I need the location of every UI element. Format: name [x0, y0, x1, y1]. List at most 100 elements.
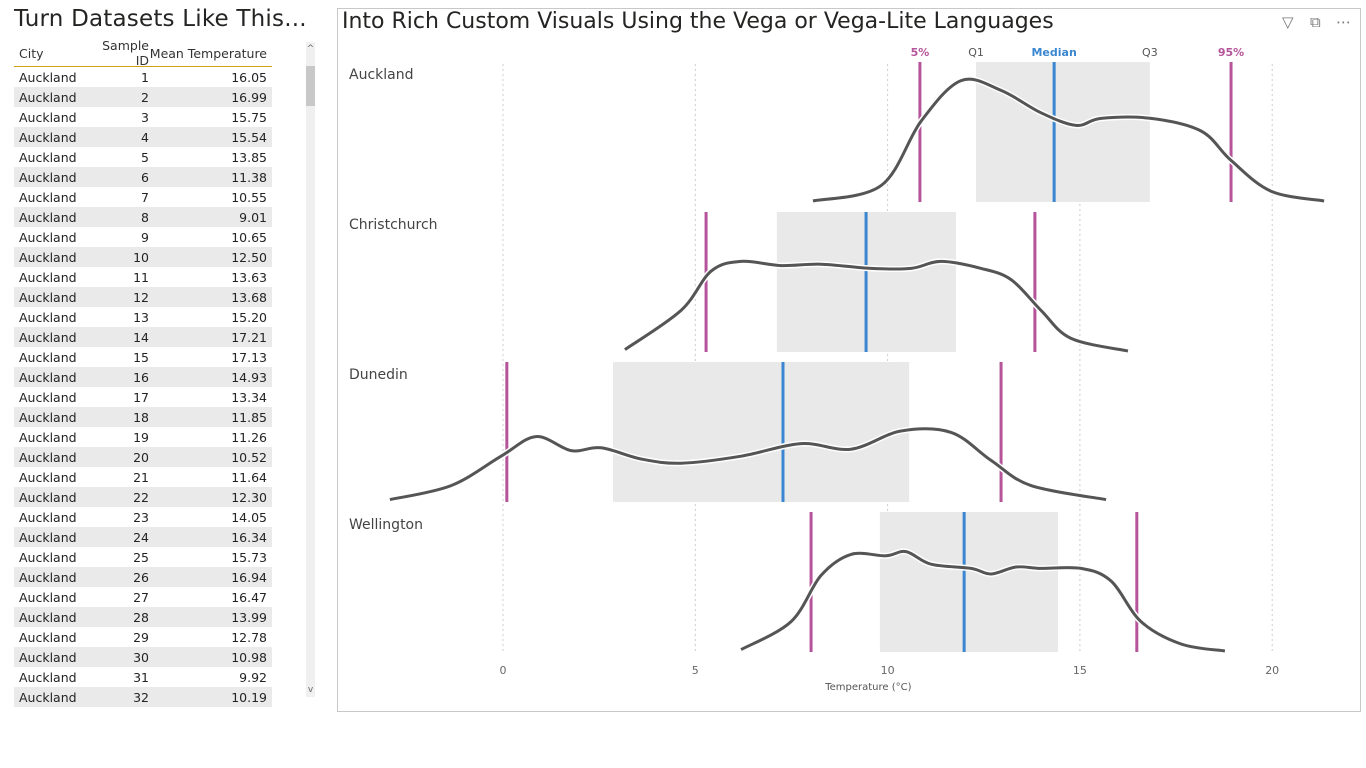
- x-tick-label: 15: [1073, 664, 1087, 677]
- cell-mean-temperature: 10.55: [231, 189, 267, 205]
- cell-city: Auckland: [19, 389, 77, 405]
- cell-city: Auckland: [19, 69, 77, 85]
- table-row[interactable]: Auckland 14 17.21: [14, 327, 272, 347]
- cell-city: Auckland: [19, 649, 77, 665]
- table-row[interactable]: Auckland 16 14.93: [14, 367, 272, 387]
- cell-sample-id: 22: [133, 489, 149, 505]
- table-row[interactable]: Auckland 3 15.75: [14, 107, 272, 127]
- table-row[interactable]: Auckland 15 17.13: [14, 347, 272, 367]
- cell-mean-temperature: 10.98: [231, 649, 267, 665]
- cell-sample-id: 9: [141, 229, 149, 245]
- cell-mean-temperature: 15.73: [231, 549, 267, 565]
- cell-mean-temperature: 12.30: [231, 489, 267, 505]
- table-row[interactable]: Auckland 23 14.05: [14, 507, 272, 527]
- table-row[interactable]: Auckland 19 11.26: [14, 427, 272, 447]
- table-row[interactable]: Auckland 17 13.34: [14, 387, 272, 407]
- table-row[interactable]: Auckland 8 9.01: [14, 207, 272, 227]
- cell-sample-id: 32: [133, 689, 149, 705]
- cell-city: Auckland: [19, 329, 77, 345]
- density-curve: [812, 77, 1325, 203]
- cell-mean-temperature: 10.65: [231, 229, 267, 245]
- cell-city: Auckland: [19, 409, 77, 425]
- cell-sample-id: 27: [133, 589, 149, 605]
- table-row[interactable]: Auckland 9 10.65: [14, 227, 272, 247]
- table-row[interactable]: Auckland 18 11.85: [14, 407, 272, 427]
- x-tick-label: 5: [692, 664, 699, 677]
- cell-sample-id: 14: [133, 329, 149, 345]
- table-row[interactable]: Auckland 5 13.85: [14, 147, 272, 167]
- cell-mean-temperature: 15.20: [231, 309, 267, 325]
- table-row[interactable]: Auckland 28 13.99: [14, 607, 272, 627]
- cell-mean-temperature: 10.52: [231, 449, 267, 465]
- city-label: Auckland: [349, 67, 413, 83]
- table-row[interactable]: Auckland 4 15.54: [14, 127, 272, 147]
- legend-median: Median: [1031, 46, 1076, 59]
- cell-sample-id: 4: [141, 129, 149, 145]
- cell-city: Auckland: [19, 429, 77, 445]
- table-row[interactable]: Auckland 26 16.94: [14, 567, 272, 587]
- table-row[interactable]: Auckland 30 10.98: [14, 647, 272, 667]
- cell-sample-id: 20: [133, 449, 149, 465]
- table-row[interactable]: Auckland 27 16.47: [14, 587, 272, 607]
- cell-sample-id: 21: [133, 469, 149, 485]
- table-row[interactable]: Auckland 10 12.50: [14, 247, 272, 267]
- table-row[interactable]: Auckland 31 9.92: [14, 667, 272, 687]
- city-label: Dunedin: [349, 367, 408, 383]
- cell-city: Auckland: [19, 149, 77, 165]
- table-row[interactable]: Auckland 11 13.63: [14, 267, 272, 287]
- iqr-box: [976, 62, 1150, 202]
- cell-mean-temperature: 12.50: [231, 249, 267, 265]
- cell-city: Auckland: [19, 449, 77, 465]
- cell-city: Auckland: [19, 689, 77, 705]
- cell-sample-id: 3: [141, 109, 149, 125]
- table-scrollbar[interactable]: ^ v: [306, 42, 315, 697]
- column-header-sample-id[interactable]: Sample ID: [102, 38, 149, 68]
- cell-mean-temperature: 11.26: [231, 429, 267, 445]
- table-title: Turn Datasets Like This...: [14, 6, 307, 32]
- table-row[interactable]: Auckland 25 15.73: [14, 547, 272, 567]
- table-row[interactable]: Auckland 7 10.55: [14, 187, 272, 207]
- table-row[interactable]: Auckland 22 12.30: [14, 487, 272, 507]
- cell-mean-temperature: 16.99: [231, 89, 267, 105]
- cell-mean-temperature: 12.78: [231, 629, 267, 645]
- cell-mean-temperature: 10.19: [231, 689, 267, 705]
- cell-sample-id: 10: [133, 249, 149, 265]
- cell-city: Auckland: [19, 609, 77, 625]
- column-header-mean-temperature[interactable]: Mean Temperature: [149, 45, 267, 61]
- table-row[interactable]: Auckland 1 16.05: [14, 67, 272, 87]
- cell-sample-id: 12: [133, 289, 149, 305]
- scroll-up-icon[interactable]: ^: [306, 44, 315, 54]
- cell-mean-temperature: 13.63: [231, 269, 267, 285]
- cell-sample-id: 16: [133, 369, 149, 385]
- table-row[interactable]: Auckland 29 12.78: [14, 627, 272, 647]
- cell-sample-id: 13: [133, 309, 149, 325]
- cell-sample-id: 1: [141, 69, 149, 85]
- filter-icon[interactable]: ▽: [1282, 13, 1294, 31]
- cell-city: Auckland: [19, 169, 77, 185]
- cell-sample-id: 30: [133, 649, 149, 665]
- scroll-down-icon[interactable]: v: [307, 685, 314, 695]
- focus-mode-icon[interactable]: ⧉: [1310, 13, 1321, 31]
- cell-mean-temperature: 16.94: [231, 569, 267, 585]
- cell-city: Auckland: [19, 509, 77, 525]
- cell-sample-id: 23: [133, 509, 149, 525]
- table-row[interactable]: Auckland 12 13.68: [14, 287, 272, 307]
- cell-city: Auckland: [19, 549, 77, 565]
- table-row[interactable]: Auckland 2 16.99: [14, 87, 272, 107]
- cell-city: Auckland: [19, 589, 77, 605]
- cell-mean-temperature: 16.34: [231, 529, 267, 545]
- table-row[interactable]: Auckland 24 16.34: [14, 527, 272, 547]
- cell-sample-id: 28: [133, 609, 149, 625]
- cell-sample-id: 19: [133, 429, 149, 445]
- more-options-icon[interactable]: ⋯: [1336, 13, 1351, 31]
- table-row[interactable]: Auckland 21 11.64: [14, 467, 272, 487]
- table-row[interactable]: Auckland 6 11.38: [14, 167, 272, 187]
- cell-city: Auckland: [19, 309, 77, 325]
- table-row[interactable]: Auckland 13 15.20: [14, 307, 272, 327]
- table-row[interactable]: Auckland 32 10.19: [14, 687, 272, 707]
- scrollbar-thumb[interactable]: [306, 66, 315, 106]
- cell-mean-temperature: 14.93: [231, 369, 267, 385]
- table-row[interactable]: Auckland 20 10.52: [14, 447, 272, 467]
- column-header-city[interactable]: City: [19, 45, 44, 61]
- city-label: Christchurch: [349, 217, 438, 233]
